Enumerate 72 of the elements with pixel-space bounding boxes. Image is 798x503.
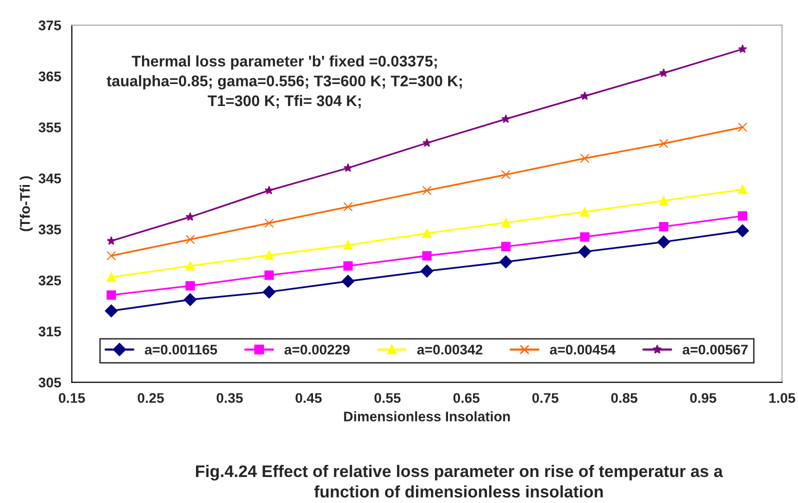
y-tick-label: 345: [38, 174, 62, 184]
point: [186, 261, 195, 271]
point: [343, 261, 353, 271]
point: [343, 240, 353, 250]
point: [501, 242, 511, 252]
x-tick-label: 0.15: [58, 393, 85, 403]
point: [106, 290, 116, 300]
point: [264, 218, 274, 228]
point: [738, 184, 748, 194]
point: [580, 207, 590, 217]
point: [343, 202, 353, 212]
legend-label: a=0.00567: [682, 344, 748, 355]
y-tick-label: 355: [38, 122, 62, 132]
point: [738, 211, 748, 221]
x-tick-label: 1.05: [769, 393, 796, 403]
legend-label: a=0.00229: [284, 344, 350, 355]
point: [106, 272, 116, 282]
x-tick-label: 0.65: [453, 393, 480, 403]
point: [501, 218, 511, 228]
point: [658, 196, 668, 206]
point: [736, 224, 749, 238]
point: [658, 138, 668, 148]
y-tick-label: 305: [38, 378, 62, 388]
legend-label: a=0.00342: [417, 344, 482, 355]
y-tick-label: 375: [38, 20, 62, 30]
point: [264, 186, 274, 194]
y-axis-title: (Tfo-Tfi ): [20, 176, 33, 232]
point: [738, 122, 748, 132]
point: [657, 236, 670, 248]
x-tick-label: 0.35: [216, 393, 243, 403]
point: [658, 222, 668, 232]
point: [580, 91, 590, 100]
legend-label: a=0.001165: [144, 344, 218, 355]
point: [104, 304, 118, 318]
x-tick-label: 0.45: [296, 393, 322, 403]
x-tick-label: 0.85: [611, 393, 638, 403]
point: [264, 250, 274, 260]
point: [422, 138, 432, 147]
y-tick-label: 325: [38, 276, 62, 286]
y-tick-label: 335: [38, 224, 62, 234]
point: [184, 293, 197, 306]
point: [106, 236, 116, 245]
x-tick-label: 0.95: [690, 393, 716, 403]
x-tick-label: 0.55: [374, 393, 401, 403]
point: [344, 163, 352, 172]
point: [186, 281, 195, 291]
caption: Fig.4.24 Effect of relative loss parameter on rise of temperatur as a function of dimensionless insolation: [196, 464, 723, 498]
point: [262, 286, 276, 298]
annotation: Thermal loss parameter 'b' fixed =0.03375; taualpha=0.85; gama=0.556; T3=600 K; T2=300 K; T1=300 K; Tfi= 304 K;: [106, 55, 462, 108]
point: [580, 154, 590, 163]
point: [186, 212, 195, 221]
x-tick-label: 0.75: [532, 393, 558, 403]
point: [422, 228, 432, 238]
point: [264, 270, 274, 280]
point: [501, 170, 511, 180]
point: [578, 245, 592, 258]
y-tick-label: 365: [38, 72, 62, 82]
point: [659, 68, 668, 77]
point: [501, 114, 510, 123]
x-tick-label: 0.25: [138, 393, 164, 403]
point: [106, 251, 116, 260]
point: [186, 234, 195, 244]
point: [420, 264, 434, 278]
y-tick-label: 315: [38, 326, 62, 336]
point: [422, 251, 432, 260]
point: [499, 255, 512, 268]
point: [422, 186, 432, 196]
legend-label: a=0.00454: [550, 344, 616, 355]
x-axis-title: Dimensionless Insolation: [344, 411, 510, 422]
point: [342, 274, 354, 288]
point: [738, 44, 748, 54]
point: [580, 232, 590, 242]
